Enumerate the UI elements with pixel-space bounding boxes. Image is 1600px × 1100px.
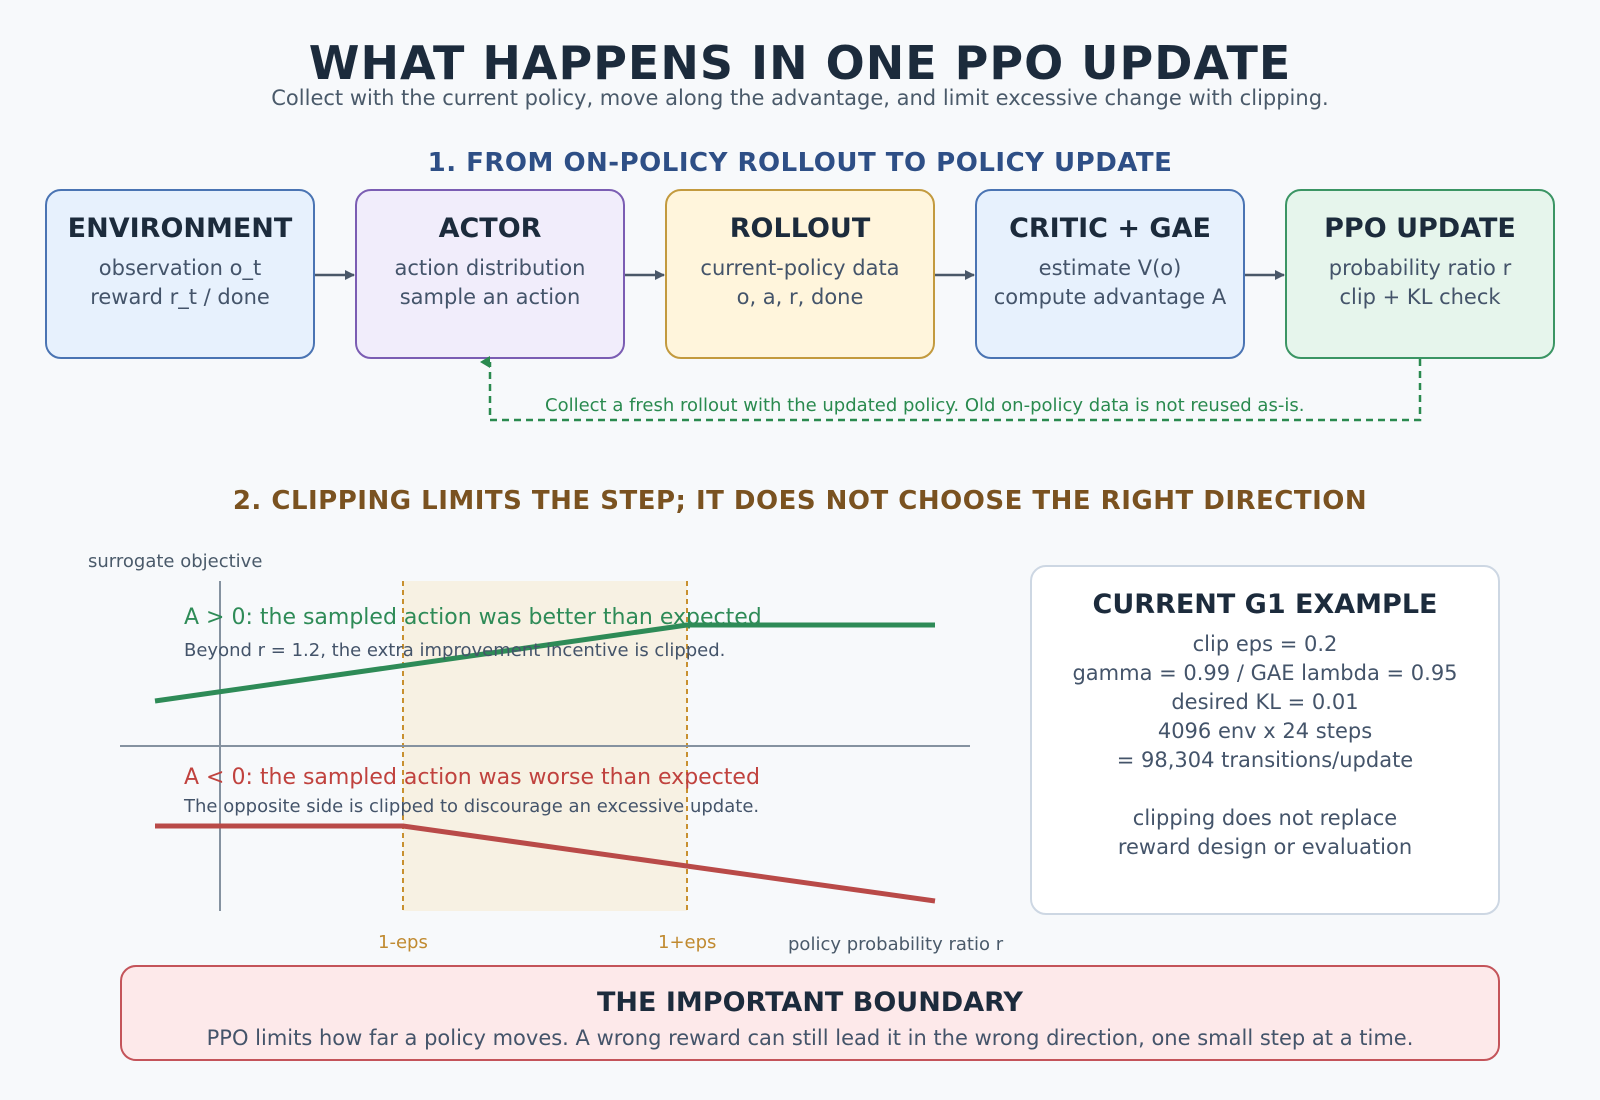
example-line: gamma = 0.99 / GAE lambda = 0.95: [1072, 661, 1458, 685]
boundary-title: THE IMPORTANT BOUNDARY: [597, 987, 1023, 1018]
example-line: = 98,304 transitions/update: [1116, 748, 1414, 772]
node-actor: ACTOR action distribution sample an acti…: [355, 189, 625, 359]
y-axis-label: surrogate objective: [88, 551, 263, 572]
example-line: clip eps = 0.2: [1192, 632, 1338, 656]
section2-title: 2. CLIPPING LIMITS THE STEP; IT DOES NOT…: [232, 486, 1368, 516]
section1-title: 1. FROM ON-POLICY ROLLOUT TO POLICY UPDA…: [427, 148, 1173, 178]
example-title: CURRENT G1 EXAMPLE: [1092, 589, 1438, 620]
node-title: ENVIRONMENT: [67, 213, 293, 244]
example-line: clipping does not replace: [1132, 806, 1398, 830]
node-title: ACTOR: [438, 213, 542, 244]
node-ppo-update: PPO UPDATE probability ratio r clip + KL…: [1285, 189, 1555, 359]
boundary-body: PPO limits how far a policy moves. A wro…: [206, 1026, 1414, 1050]
node-line: clip + KL check: [1339, 285, 1501, 309]
node-line: compute advantage A: [993, 285, 1227, 309]
negative-advantage-heading: A < 0: the sampled action was worse than…: [184, 765, 760, 790]
example-line: [1032, 775, 1498, 804]
positive-advantage-line: [154, 622, 935, 704]
node-rollout: ROLLOUT current-policy data o, a, r, don…: [665, 189, 935, 359]
node-line: action distribution: [394, 256, 586, 280]
node-line: o, a, r, done: [736, 285, 864, 309]
negative-advantage-line: [155, 823, 936, 904]
tick-label-high: 1+eps: [658, 932, 717, 953]
node-title: PPO UPDATE: [1324, 213, 1516, 244]
positive-advantage-note: Beyond r = 1.2, the extra improvement in…: [184, 640, 726, 661]
node-title: ROLLOUT: [729, 213, 871, 244]
x-axis-label: policy probability ratio r: [788, 934, 1004, 955]
node-environment: ENVIRONMENT observation o_t reward r_t /…: [45, 189, 315, 359]
node-line: sample an action: [399, 285, 581, 309]
node-line: probability ratio r: [1328, 256, 1512, 280]
tick-label-low: 1-eps: [378, 932, 428, 953]
node-line: estimate V(o): [1038, 256, 1182, 280]
node-line: reward r_t / done: [90, 285, 270, 309]
loop-label: Collect a fresh rollout with the updated…: [545, 395, 1305, 416]
page-subtitle: Collect with the current policy, move al…: [271, 86, 1329, 110]
example-line: 4096 env x 24 steps: [1157, 719, 1373, 743]
boundary-card: THE IMPORTANT BOUNDARY PPO limits how fa…: [120, 965, 1500, 1061]
example-card: CURRENT G1 EXAMPLE clip eps = 0.2 gamma …: [1030, 565, 1500, 915]
page-title: WHAT HAPPENS IN ONE PPO UPDATE: [308, 36, 1292, 90]
negative-advantage-note: The opposite side is clipped to discoura…: [184, 796, 760, 817]
node-title: CRITIC + GAE: [1009, 213, 1211, 244]
node-line: observation o_t: [98, 256, 262, 280]
example-line: reward design or evaluation: [1117, 835, 1413, 859]
node-line: current-policy data: [700, 256, 900, 280]
positive-advantage-heading: A > 0: the sampled action was better tha…: [184, 605, 762, 630]
loop-back-arrow: [480, 356, 1422, 422]
node-critic-gae: CRITIC + GAE estimate V(o) compute advan…: [975, 189, 1245, 359]
example-line: desired KL = 0.01: [1171, 690, 1359, 714]
